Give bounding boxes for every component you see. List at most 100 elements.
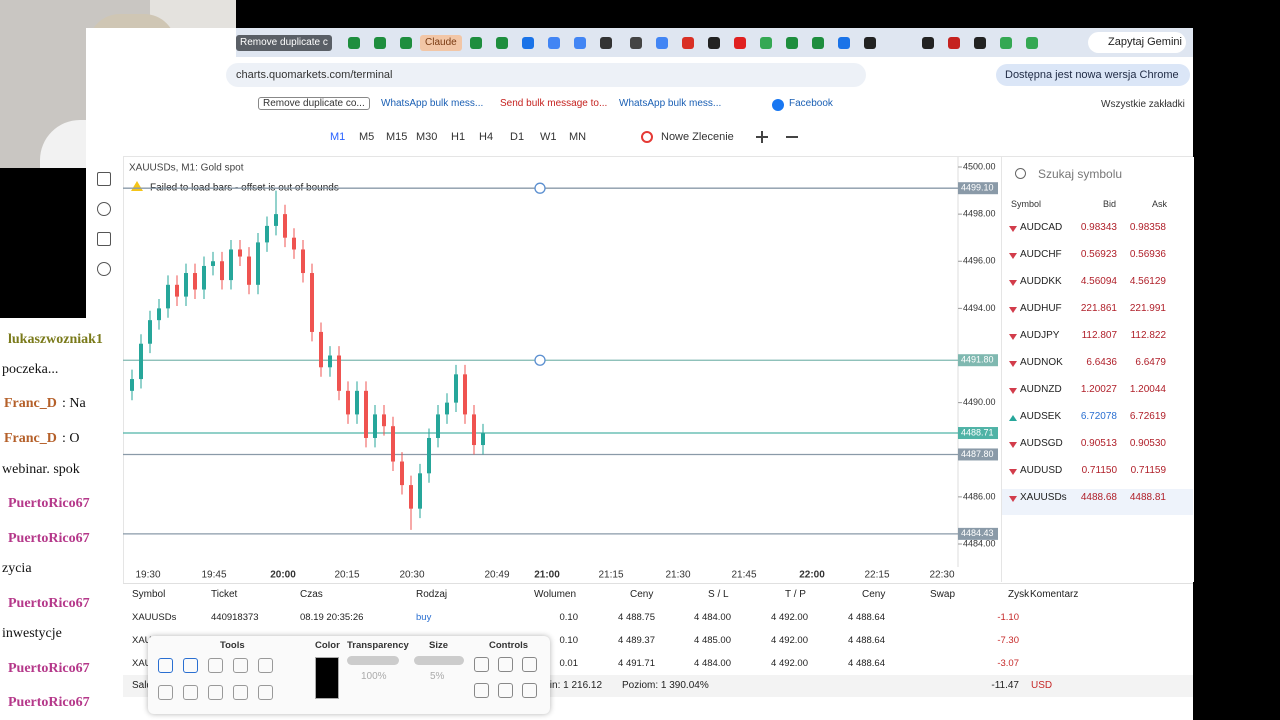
color-swatch[interactable] xyxy=(315,657,339,699)
tab-icon[interactable] xyxy=(548,37,560,49)
x-tick-label: 21:00 xyxy=(534,570,560,581)
tab-icon[interactable] xyxy=(630,37,642,49)
tab-icon[interactable] xyxy=(682,37,694,49)
symbol[interactable]: AUDCAD xyxy=(1020,222,1063,233)
symbol[interactable]: XAUUSDs xyxy=(1020,492,1067,503)
left-tool[interactable] xyxy=(97,232,111,246)
symbol[interactable]: AUDDKK xyxy=(1020,276,1062,287)
tab-icon[interactable] xyxy=(864,37,876,49)
y-tick-label: 4490.00 xyxy=(963,397,996,407)
trade-cell: 0.10 xyxy=(559,612,579,623)
symbol[interactable]: AUDSGD xyxy=(1020,438,1063,449)
tab-icon[interactable] xyxy=(1000,37,1012,49)
tab-icon[interactable] xyxy=(922,37,934,49)
all-bookmarks[interactable]: Wszystkie zakładki xyxy=(1101,99,1185,110)
candle-body xyxy=(463,374,467,415)
tab-icon[interactable] xyxy=(574,37,586,49)
tool-button[interactable] xyxy=(183,685,198,700)
tool-button[interactable] xyxy=(258,658,273,673)
symbol[interactable]: AUDUSD xyxy=(1020,465,1063,476)
symbol[interactable]: AUDSEK xyxy=(1020,411,1062,422)
control-button[interactable] xyxy=(474,683,489,698)
margin: Margin: 1 216.12 xyxy=(527,680,603,691)
tab-icon[interactable] xyxy=(522,37,534,49)
gemini-button[interactable] xyxy=(1088,32,1186,53)
tool-button[interactable] xyxy=(183,658,198,673)
update-button[interactable] xyxy=(996,64,1190,86)
tool-button[interactable] xyxy=(208,685,223,700)
control-button[interactable] xyxy=(522,683,537,698)
trade-header: Ticket xyxy=(211,589,238,600)
tool-button[interactable] xyxy=(233,685,248,700)
bid: 0.71150 xyxy=(1081,465,1117,476)
panel-heading: Color xyxy=(315,640,340,651)
symbol[interactable]: AUDNOK xyxy=(1020,357,1063,368)
tab-icon[interactable] xyxy=(760,37,772,49)
symbol[interactable]: AUDCHF xyxy=(1020,249,1062,260)
ask: 4.56129 xyxy=(1129,276,1166,287)
tool-button[interactable] xyxy=(258,685,273,700)
bookmark[interactable]: WhatsApp bulk mess... xyxy=(381,98,484,109)
timeframe[interactable]: MN xyxy=(569,131,587,143)
order-icon[interactable] xyxy=(641,131,653,143)
symbol[interactable]: AUDNZD xyxy=(1020,384,1062,395)
timeframe[interactable]: H4 xyxy=(479,131,494,143)
tab-icon[interactable] xyxy=(600,37,612,49)
new-order[interactable]: Nowe Zlecenie xyxy=(661,131,734,143)
timeframe[interactable]: M5 xyxy=(359,131,375,143)
left-tool[interactable] xyxy=(97,172,111,186)
bookmark[interactable]: Remove duplicate co... xyxy=(258,97,370,110)
size-slider[interactable] xyxy=(414,656,464,665)
transparency-slider[interactable] xyxy=(347,656,399,665)
bookmark[interactable]: Facebook xyxy=(789,98,833,109)
tab-icon[interactable] xyxy=(656,37,668,49)
left-tool[interactable] xyxy=(97,202,111,216)
control-button[interactable] xyxy=(474,657,489,672)
tab-icon[interactable] xyxy=(974,37,986,49)
tab-icon[interactable] xyxy=(496,37,508,49)
tab[interactable]: Remove duplicate c xyxy=(236,35,332,51)
tab[interactable]: Claude xyxy=(420,35,462,51)
ask: 6.72619 xyxy=(1129,411,1166,422)
symbol[interactable]: AUDHUF xyxy=(1020,303,1062,314)
symbol[interactable]: AUDJPY xyxy=(1020,330,1060,341)
zoom-plus-v[interactable] xyxy=(761,131,763,143)
address[interactable]: charts.quomarkets.com/terminal xyxy=(236,69,393,81)
tab-icon[interactable] xyxy=(734,37,746,49)
tab-icon[interactable] xyxy=(838,37,850,49)
tab-icon[interactable] xyxy=(708,37,720,49)
tool-button[interactable] xyxy=(158,658,173,673)
timeframe[interactable]: M15 xyxy=(386,131,408,143)
timeframe[interactable]: D1 xyxy=(510,131,525,143)
bookmark[interactable]: Send bulk message to... xyxy=(500,98,608,109)
tab-icon[interactable] xyxy=(812,37,824,49)
tab-icon[interactable] xyxy=(400,37,412,49)
chat-name: PuertoRico67 xyxy=(8,596,90,611)
timeframe[interactable]: M30 xyxy=(416,131,438,143)
tool-button[interactable] xyxy=(158,685,173,700)
tab-icon[interactable] xyxy=(948,37,960,49)
candle-body xyxy=(265,225,269,243)
trade-cell: 4 488.64 xyxy=(848,612,885,623)
control-button[interactable] xyxy=(498,683,513,698)
tab-icon[interactable] xyxy=(374,37,386,49)
selected-row[interactable] xyxy=(1002,489,1193,515)
facebook-icon[interactable] xyxy=(772,99,784,111)
control-button[interactable] xyxy=(498,657,513,672)
tool-button[interactable] xyxy=(208,658,223,673)
bookmark[interactable]: WhatsApp bulk mess... xyxy=(619,98,722,109)
timeframe[interactable]: W1 xyxy=(540,131,557,143)
tab-icon[interactable] xyxy=(786,37,798,49)
tool-button[interactable] xyxy=(233,658,248,673)
left-tool[interactable] xyxy=(97,262,111,276)
tab-icon[interactable] xyxy=(470,37,482,49)
search-icon[interactable] xyxy=(1015,168,1026,179)
timeframe[interactable]: M1 xyxy=(330,131,346,143)
timeframe[interactable]: H1 xyxy=(451,131,466,143)
search[interactable]: Szukaj symbolu xyxy=(1038,167,1123,181)
zoom-button[interactable] xyxy=(786,136,798,138)
tab-icon[interactable] xyxy=(1026,37,1038,49)
control-button[interactable] xyxy=(522,657,537,672)
tab-icon[interactable] xyxy=(348,37,360,49)
candle-body xyxy=(175,284,179,297)
